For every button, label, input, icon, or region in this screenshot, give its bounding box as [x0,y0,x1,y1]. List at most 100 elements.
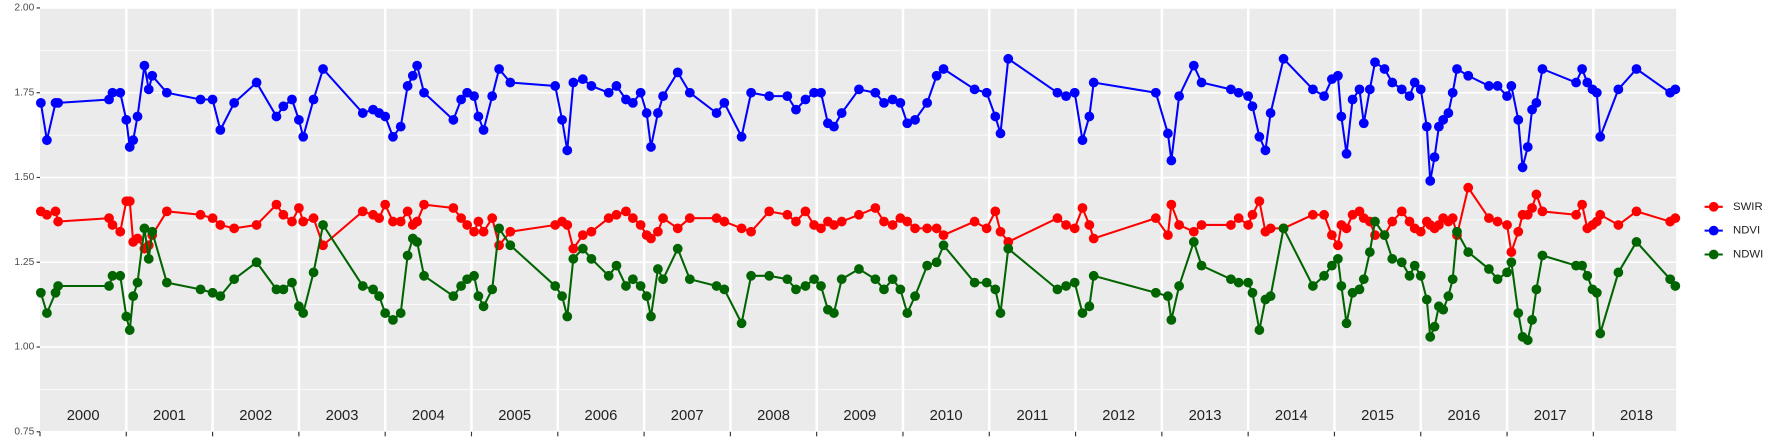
point [494,240,504,251]
point [652,108,663,118]
point [1387,216,1398,227]
point [879,98,889,108]
point [1492,216,1503,227]
point [829,308,839,318]
point [611,81,622,91]
point [1429,152,1440,163]
point [298,308,309,318]
point [931,70,942,81]
point [1421,121,1432,132]
point [1265,223,1276,234]
point [658,213,668,224]
point [124,196,135,207]
point [586,253,597,264]
point [1326,260,1337,271]
point [1326,230,1337,241]
y-tick-label: 2.00 [14,3,34,14]
point [132,233,143,244]
point [1341,148,1352,159]
point [1452,64,1462,74]
point [870,87,881,98]
point [448,291,459,302]
year-label: 2017 [1534,408,1567,424]
point [1577,199,1588,210]
point [1537,64,1548,74]
year-label: 2006 [584,408,617,424]
point [1150,287,1161,298]
point [402,250,413,261]
point [658,91,668,101]
point [586,226,597,237]
point [902,216,913,227]
point [195,284,206,295]
point [298,131,309,142]
point [800,281,811,291]
point [1443,291,1454,302]
point [505,226,516,237]
legend-marker [1708,249,1719,260]
point [1307,84,1318,95]
point [1438,114,1449,125]
point [1077,308,1088,318]
point [287,216,297,227]
point [1364,247,1375,257]
point [478,301,489,312]
point [251,257,262,268]
point [1506,81,1517,91]
year-label: 2007 [671,408,704,424]
year-label: 2004 [412,408,445,424]
point [1341,223,1352,234]
point [1196,260,1207,271]
point [278,209,289,220]
point [229,98,240,108]
point [816,87,826,98]
point [1166,199,1177,210]
point [128,291,139,302]
year-label: 2009 [843,408,876,424]
point [736,131,747,142]
point [652,226,663,237]
point [782,274,793,285]
year-label: 2015 [1361,408,1394,424]
point [990,284,1001,295]
point [711,281,722,291]
point [469,91,479,101]
point [1613,220,1624,230]
point [294,203,304,213]
point [229,223,240,234]
point [147,70,158,81]
point [139,60,150,71]
point [1333,70,1343,81]
point [1319,209,1329,220]
point [1163,230,1173,241]
point [1415,226,1426,237]
point [603,270,614,281]
point [1517,162,1528,173]
point [1665,274,1676,285]
point [910,114,920,125]
point [1425,175,1436,186]
point [1052,284,1063,295]
point [1077,135,1088,146]
point [603,87,614,98]
point [1443,108,1454,118]
point [1347,94,1358,105]
point [469,226,479,237]
point [746,270,756,281]
point [357,206,368,217]
point [42,209,52,220]
point [215,220,226,230]
point [577,230,588,241]
point [627,98,638,108]
point [1364,84,1375,95]
point [711,213,722,224]
point [1537,250,1548,261]
point [487,213,498,224]
point [764,206,775,217]
point [562,311,573,322]
point [1492,81,1503,91]
point [412,216,423,227]
point [1319,91,1329,101]
